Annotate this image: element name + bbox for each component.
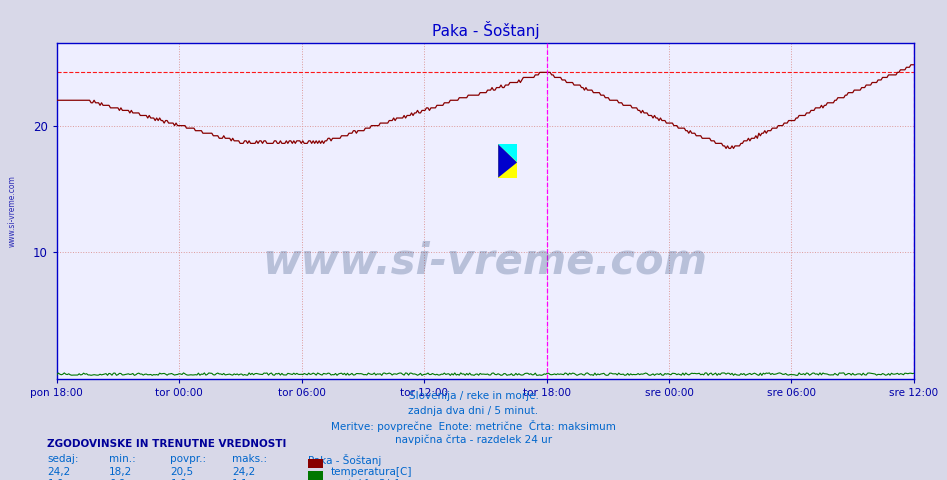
Text: ZGODOVINSKE IN TRENUTNE VREDNOSTI: ZGODOVINSKE IN TRENUTNE VREDNOSTI xyxy=(47,439,287,449)
Text: temperatura[C]: temperatura[C] xyxy=(331,467,412,477)
Polygon shape xyxy=(498,144,517,162)
Bar xyxy=(498,144,517,178)
Text: Meritve: povprečne  Enote: metrične  Črta: maksimum: Meritve: povprečne Enote: metrične Črta:… xyxy=(331,420,616,432)
Text: 1,0: 1,0 xyxy=(47,479,63,480)
Text: 1,1: 1,1 xyxy=(232,479,249,480)
Title: Paka - Šoštanj: Paka - Šoštanj xyxy=(432,21,539,39)
Text: navpična črta - razdelek 24 ur: navpična črta - razdelek 24 ur xyxy=(395,434,552,445)
Polygon shape xyxy=(498,144,517,178)
Text: www.si-vreme.com: www.si-vreme.com xyxy=(8,175,17,247)
Text: 24,2: 24,2 xyxy=(232,467,256,477)
Text: www.si-vreme.com: www.si-vreme.com xyxy=(263,240,707,283)
Text: zadnja dva dni / 5 minut.: zadnja dva dni / 5 minut. xyxy=(408,406,539,416)
Text: sedaj:: sedaj: xyxy=(47,454,79,464)
Text: Slovenija / reke in morje.: Slovenija / reke in morje. xyxy=(408,391,539,401)
Text: 24,2: 24,2 xyxy=(47,467,71,477)
Text: pretok[m3/s]: pretok[m3/s] xyxy=(331,479,399,480)
Text: 1,0: 1,0 xyxy=(170,479,187,480)
Text: Paka - Šoštanj: Paka - Šoštanj xyxy=(308,454,381,466)
Text: maks.:: maks.: xyxy=(232,454,267,464)
Text: 0,9: 0,9 xyxy=(109,479,125,480)
Text: min.:: min.: xyxy=(109,454,135,464)
Text: povpr.:: povpr.: xyxy=(170,454,206,464)
Text: 18,2: 18,2 xyxy=(109,467,133,477)
Text: 20,5: 20,5 xyxy=(170,467,193,477)
